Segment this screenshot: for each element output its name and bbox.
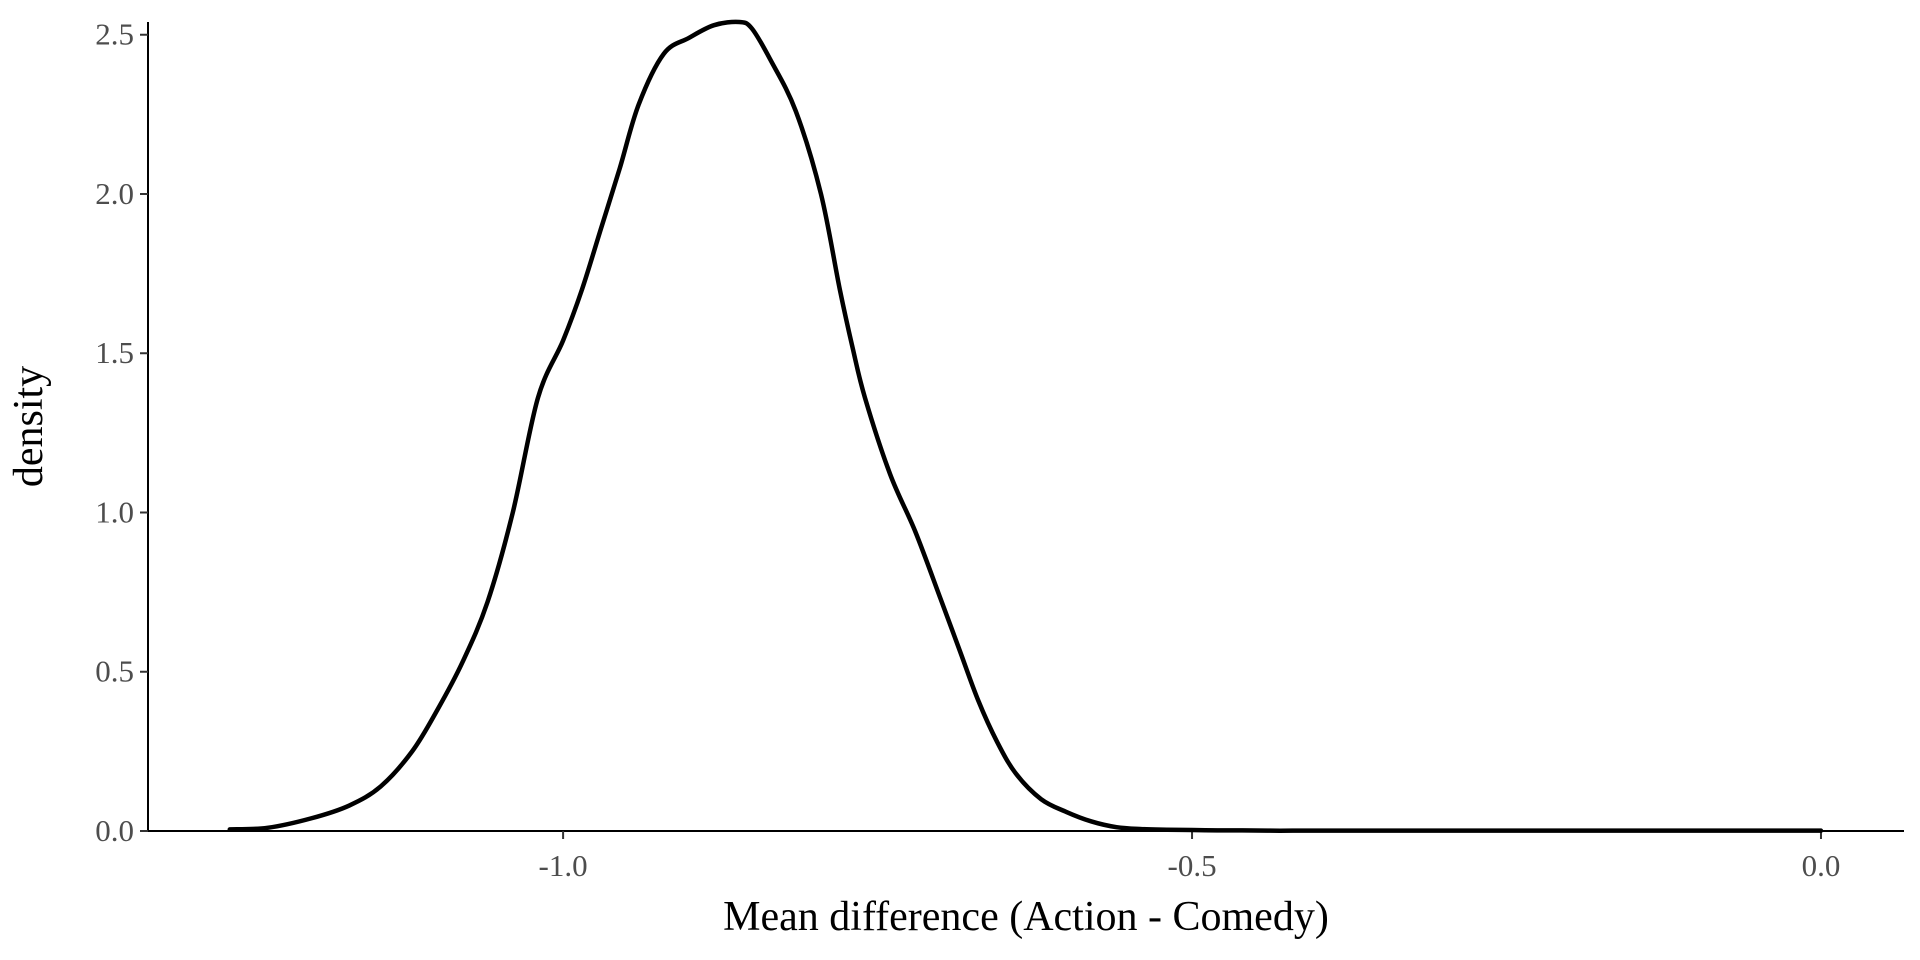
x-tick-label: -1.0 — [539, 848, 588, 883]
x-axis-title: Mean difference (Action - Comedy) — [723, 894, 1329, 940]
y-tick-label: 2.0 — [95, 176, 134, 211]
series-layer — [227, 19, 1824, 833]
axes-layer — [147, 22, 1904, 832]
x-tick-label: 0.0 — [1802, 848, 1841, 883]
y-axis-title: density — [6, 366, 52, 487]
y-tick-label: 1.5 — [95, 335, 134, 370]
y-tick-label: 1.0 — [95, 494, 134, 529]
y-tick-label: 0.0 — [95, 813, 134, 848]
x-tick-label: -0.5 — [1168, 848, 1217, 883]
ticks-layer: 0.0 0.5 1.0 1.5 2.0 2.5 -1.0 -0.5 0.0 — [95, 17, 1840, 883]
density-curve — [227, 19, 1824, 833]
y-tick-label: 0.5 — [95, 654, 134, 689]
y-tick-label: 2.5 — [95, 17, 134, 52]
